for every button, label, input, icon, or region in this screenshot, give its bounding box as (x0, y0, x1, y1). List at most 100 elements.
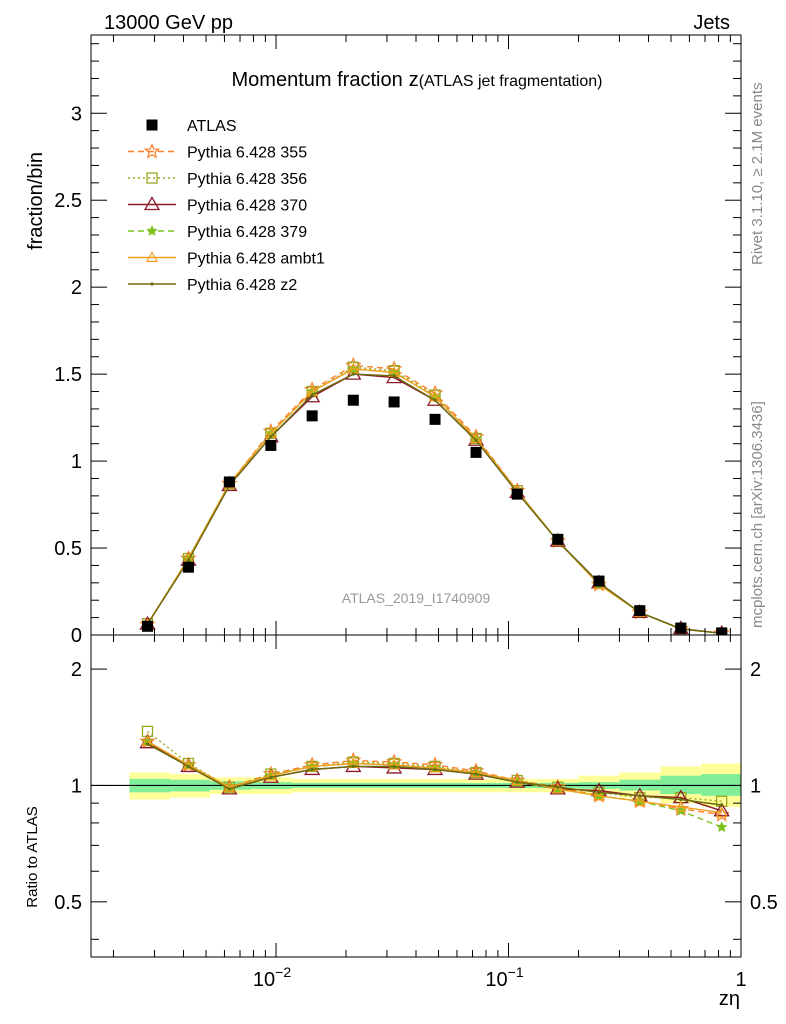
legend-marker-pythia-6-428-356 (146, 172, 158, 184)
chart-title-main: Momentum fraction (232, 69, 403, 91)
y-tick-label: 2 (71, 277, 82, 299)
main-point-atlas (347, 394, 359, 406)
ratio-point-pythia-6-428-z2 (556, 785, 560, 789)
ratio-point-pythia-6-428-z2 (720, 803, 724, 807)
ratio-series-pythia-6-428-z2 (145, 742, 724, 807)
main-point-atlas (429, 413, 441, 425)
main-axes: 0 0.5 1 1.5 2 2.5 3 (54, 35, 742, 647)
main-point-atlas (675, 622, 687, 634)
legend-label-pythia-6-428-z2: Pythia 6.428 z2 (187, 277, 297, 294)
legend-entry-atlas: ATLAS (146, 118, 237, 135)
ratio-axes: 10−2 10−1 10.5 0.51 12 2 (54, 635, 778, 991)
x-tick-label: 10−1 (485, 964, 523, 991)
header-process: Jets (693, 12, 730, 34)
legend-marker-pythia-6-428-379 (146, 224, 158, 236)
main-y-axis-label: fraction/bin (25, 152, 47, 250)
ratio-point-pythia-6-428-z2 (227, 787, 231, 791)
main-point-pythia-6-428-z2 (186, 558, 191, 562)
chart-title-suffix: (ATLAS jet fragmentation) (419, 73, 603, 90)
legend-entry-pythia-6-428-355: Pythia 6.428 355 (128, 142, 307, 162)
legend-label-pythia-6-428-356: Pythia 6.428 356 (187, 171, 307, 188)
main-point-pythia-6-428-z2 (351, 372, 355, 376)
main-point-pythia-6-428-z2 (269, 435, 273, 439)
ratio-point-pythia-6-428-ambt1 (674, 800, 687, 812)
x-tick-label-exponent: −2 (275, 964, 291, 980)
legend-marker-pythia-6-428-z2 (150, 282, 154, 286)
x-tick-label: 1 (735, 969, 746, 991)
ratio-point-pythia-6-428-ambt1 (223, 780, 236, 792)
header-energy: 13000 GeV pp (104, 12, 233, 34)
ratio-point-pythia-6-428-z2 (310, 767, 314, 772)
ratio-point-pythia-6-428-z2 (392, 764, 396, 769)
ratio-point-pythia-6-428-ambt1 (592, 789, 606, 801)
main-point-atlas (716, 627, 728, 635)
ratio-point-pythia-6-428-ambt1 (264, 769, 277, 781)
ratio-point-pythia-6-428-z2 (186, 764, 191, 769)
main-point-atlas (265, 439, 277, 451)
x-tick-label-base: 1 (735, 969, 746, 991)
legend-label-pythia-6-428-ambt1: Pythia 6.428 ambt1 (187, 251, 325, 268)
legend-entry-pythia-6-428-ambt1: Pythia 6.428 ambt1 (128, 251, 325, 268)
legend-label-pythia-6-428-355: Pythia 6.428 355 (187, 145, 307, 162)
legend: ATLAS Pythia 6.428 355 Pythia 6.428 356 Pyt… (128, 118, 325, 294)
ratio-point-pythia-6-428-ambt1 (715, 806, 728, 818)
ratio-frame (90, 634, 742, 958)
legend-entry-pythia-6-428-z2: Pythia 6.428 z2 (128, 277, 297, 294)
ratio-point-pythia-6-428-z2 (474, 772, 478, 776)
main-point-pythia-6-428-z2 (392, 374, 396, 378)
y-tick-label: 1.5 (54, 364, 82, 386)
legend-label-pythia-6-428-379: Pythia 6.428 379 (187, 224, 307, 241)
ratio-point-pythia-6-428-ambt1 (388, 758, 401, 770)
ratio-point-pythia-6-428-z2 (269, 775, 273, 779)
main-point-atlas (552, 533, 564, 545)
ratio-point-pythia-6-428-ambt1 (429, 761, 442, 773)
ratio-y-tick-label-right: 2 (750, 659, 761, 681)
chart-title: Momentum fraction z(ATLAS jet fragmentati… (232, 69, 603, 91)
ratio-y-tick-label: 0.5 (54, 892, 82, 914)
main-panel: 0 0.5 1 1.5 2 2.5 3 Momentum fraction z(ATLAS j… (25, 34, 742, 647)
main-point-atlas (223, 476, 235, 488)
ratio-series-pythia-6-428-ambt1 (141, 735, 728, 818)
main-point-pythia-6-428-z2 (474, 438, 478, 442)
ratio-y-tick-label: 1 (71, 775, 82, 797)
main-point-atlas (470, 446, 482, 458)
x-axis-label: zη (719, 988, 740, 1010)
ratio-point-pythia-6-428-379 (715, 821, 728, 833)
x-tick-label-exponent: −1 (508, 964, 524, 980)
ratio-point-pythia-6-428-ambt1 (551, 782, 564, 794)
main-point-atlas (388, 396, 400, 408)
analysis-watermark: ATLAS_2019_I1740909 (342, 590, 491, 606)
main-series-atlas (142, 394, 728, 635)
x-tick-label-base: 10 (485, 969, 507, 991)
main-point-atlas (142, 620, 154, 632)
ratio-point-pythia-6-428-z2 (351, 764, 355, 769)
y-tick-label: 0 (71, 625, 82, 647)
ratio-point-pythia-6-428-z2 (597, 790, 601, 794)
ratio-y-tick-label-right: 1 (750, 775, 761, 797)
main-point-atlas (593, 575, 605, 587)
main-point-pythia-6-428-z2 (310, 393, 314, 397)
y-tick-label: 2.5 (54, 190, 82, 212)
legend-marker-pythia-6-428-ambt1 (145, 251, 159, 263)
ratio-point-pythia-6-428-z2 (433, 767, 437, 772)
ratio-point-pythia-6-428-z2 (515, 780, 519, 784)
ratio-line-pythia-6-428-356 (147, 730, 722, 802)
main-point-atlas (306, 410, 318, 422)
ratio-plot-area (91, 725, 741, 833)
legend-entry-pythia-6-428-379: Pythia 6.428 379 (128, 224, 307, 241)
ratio-point-pythia-6-428-ambt1 (511, 774, 524, 786)
ratio-point-pythia-6-428-ambt1 (470, 766, 483, 778)
ratio-y-tick-label: 2 (71, 659, 82, 681)
legend-entry-pythia-6-428-356: Pythia 6.428 356 (128, 171, 307, 188)
ratio-point-pythia-6-428-ambt1 (633, 795, 646, 806)
legend-label-atlas: ATLAS (187, 118, 237, 135)
ratio-panel: 10−2 10−1 10.5 0.51 12 2 Ratio to ATLAS zη (24, 634, 778, 1010)
main-point-atlas (182, 561, 194, 573)
y-tick-label: 0.5 (54, 538, 82, 560)
source-label: mcplots.cern.ch [arXiv:1306.3436] (749, 401, 766, 628)
y-tick-label: 1 (71, 451, 82, 473)
y-tick-label: 3 (71, 103, 82, 125)
ratio-y-tick-label-right: 0.5 (750, 892, 778, 914)
x-tick-label-base: 10 (253, 969, 275, 991)
